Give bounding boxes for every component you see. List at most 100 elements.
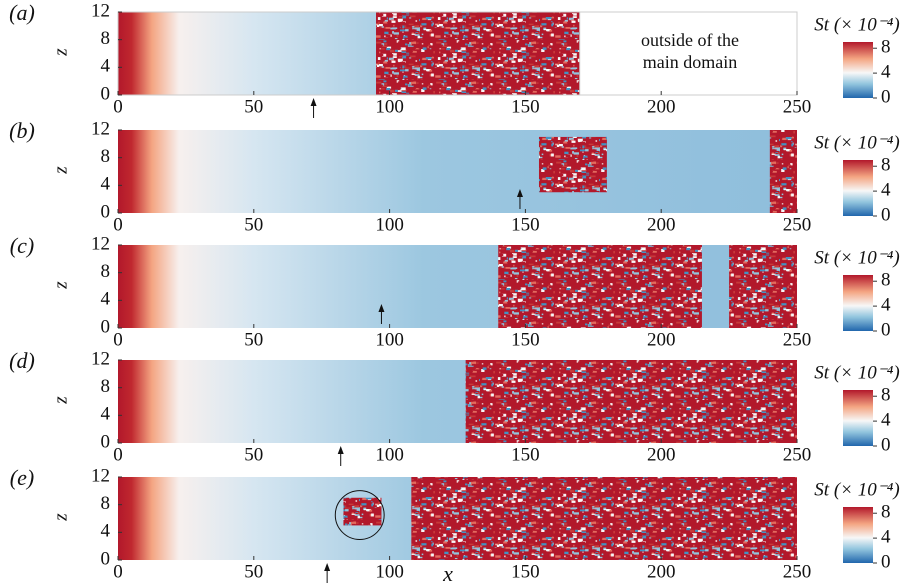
x-tick-label: 250	[783, 329, 812, 350]
y-tick-label: 12	[91, 0, 110, 21]
arrow-head	[378, 304, 385, 312]
x-tick-label: 50	[244, 329, 263, 350]
x-tick-label: 250	[783, 96, 812, 117]
colorbar-tick-label: 4	[881, 179, 891, 200]
colorbar-tick-label: 8	[881, 502, 891, 523]
x-tick-label: 200	[647, 329, 676, 350]
y-tick-label: 4	[101, 521, 111, 542]
y-tick-label: 0	[101, 83, 111, 104]
x-tick-label: 100	[375, 444, 404, 465]
colorbar-tick-label: 4	[881, 409, 891, 430]
x-tick-label: 0	[113, 329, 123, 350]
x-tick-label: 100	[375, 561, 404, 582]
colorbar	[843, 390, 873, 446]
x-tick-label: 200	[647, 444, 676, 465]
panel-label: (a)	[9, 0, 35, 25]
y-tick-label: 8	[101, 376, 111, 397]
arrow-head	[324, 563, 331, 571]
y-tick-label: 8	[101, 146, 111, 167]
colorbar-tick-label: 8	[881, 270, 891, 291]
panel-label: (b)	[9, 118, 35, 143]
colorbar-tick-label: 4	[881, 526, 891, 547]
arrow-head	[310, 98, 317, 106]
arrow-head	[337, 446, 344, 454]
x-tick-label: 150	[511, 96, 540, 117]
y-axis-label: z	[50, 513, 71, 522]
y-axis-label: z	[50, 48, 71, 57]
arrow-head	[516, 189, 523, 197]
x-tick-label: 250	[783, 214, 812, 235]
y-axis-label: z	[50, 281, 71, 290]
y-tick-label: 0	[101, 548, 111, 569]
plot-frame	[117, 11, 798, 96]
y-tick-label: 8	[101, 28, 111, 49]
colorbar-tick-label: 4	[881, 61, 891, 82]
y-axis-label: z	[50, 166, 71, 175]
y-tick-label: 0	[101, 431, 111, 452]
y-axis-label: z	[50, 396, 71, 405]
x-tick-label: 50	[244, 444, 263, 465]
y-tick-label: 4	[101, 289, 111, 310]
y-tick-label: 8	[101, 493, 111, 514]
y-tick-label: 0	[101, 316, 111, 337]
x-tick-label: 150	[511, 561, 540, 582]
x-tick-label: 0	[113, 444, 123, 465]
x-tick-label: 250	[783, 561, 812, 582]
x-tick-label: 100	[375, 96, 404, 117]
x-tick-label: 50	[244, 561, 263, 582]
x-axis-label: x	[442, 561, 453, 586]
colorbar-tick-label: 8	[881, 385, 891, 406]
colorbar	[843, 42, 873, 98]
panel-label: (c)	[10, 233, 34, 258]
colorbar-tick-label: 8	[881, 155, 891, 176]
turbulent-region	[465, 360, 797, 443]
annotation: main domain	[643, 52, 737, 72]
panel-label: (d)	[9, 348, 35, 373]
y-tick-label: 4	[101, 174, 111, 195]
colorbar	[843, 275, 873, 331]
laminar-field	[118, 130, 797, 213]
x-tick-label: 150	[511, 329, 540, 350]
colorbar	[843, 507, 873, 563]
colorbar-tick-label: 0	[881, 86, 891, 107]
colorbar-label: St (× 10⁻⁴)	[814, 14, 899, 35]
x-tick-label: 200	[647, 214, 676, 235]
y-tick-label: 12	[91, 465, 110, 486]
turbulent-region	[538, 136, 607, 193]
x-tick-label: 250	[783, 444, 812, 465]
colorbar-tick-label: 0	[881, 434, 891, 455]
turbulent-region	[376, 12, 580, 95]
x-tick-label: 50	[244, 214, 263, 235]
x-tick-label: 100	[375, 214, 404, 235]
colorbar-label: St (× 10⁻⁴)	[814, 247, 899, 268]
y-tick-label: 12	[91, 118, 110, 139]
turbulent-region	[411, 477, 797, 560]
y-tick-label: 8	[101, 261, 111, 282]
colorbar-tick-label: 0	[881, 319, 891, 340]
panel-label: (e)	[10, 465, 34, 490]
y-tick-label: 12	[91, 348, 110, 369]
y-tick-label: 4	[101, 404, 111, 425]
y-tick-label: 12	[91, 233, 110, 254]
x-tick-label: 0	[113, 214, 123, 235]
turbulent-region	[729, 245, 797, 328]
colorbar-tick-label: 0	[881, 551, 891, 572]
x-tick-label: 50	[244, 96, 263, 117]
x-tick-label: 200	[647, 561, 676, 582]
colorbar-label: St (× 10⁻⁴)	[814, 132, 899, 153]
x-tick-label: 150	[511, 214, 540, 235]
colorbar-label: St (× 10⁻⁴)	[814, 362, 899, 383]
colorbar-tick-label: 0	[881, 204, 891, 225]
colorbar-tick-label: 8	[881, 37, 891, 58]
x-tick-label: 100	[375, 329, 404, 350]
turbulent-region	[498, 245, 702, 328]
x-tick-label: 0	[113, 561, 123, 582]
turbulent-region	[343, 497, 382, 526]
highlight-circle	[334, 490, 385, 540]
x-tick-label: 0	[113, 96, 123, 117]
annotation: outside of the	[641, 30, 739, 50]
turbulent-region	[769, 130, 797, 213]
y-tick-label: 4	[101, 56, 111, 77]
x-tick-label: 150	[511, 444, 540, 465]
